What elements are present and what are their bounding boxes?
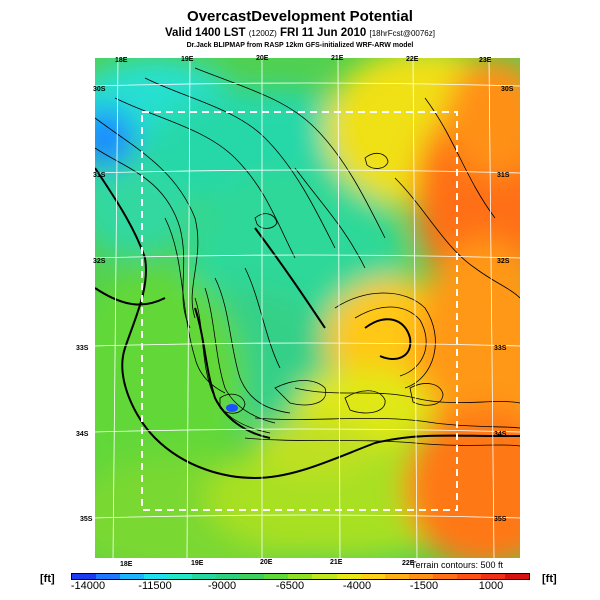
colorbar-swatch: [168, 574, 193, 579]
colorbar-swatch: [192, 574, 217, 579]
left-tick-31s: 31S: [93, 172, 106, 179]
colorbar-label: -11500: [138, 580, 172, 592]
unit-label-right: [ft]: [542, 573, 557, 585]
bottom-tick-20e: 20E: [260, 559, 273, 566]
bottom-tick-21e: 21E: [330, 559, 343, 566]
colorbar-swatch: [384, 574, 409, 579]
left-tick-33s: 33S: [76, 345, 89, 352]
domain-box: [141, 111, 458, 511]
heatmap-svg: [95, 58, 520, 558]
colorbar-label: -1500: [409, 580, 439, 592]
colorbar-label: -14000: [70, 580, 106, 592]
colorbar-swatch: [216, 574, 241, 579]
colorbar-swatch: [360, 574, 385, 579]
subtitle-date: FRI 11 Jun 2010: [279, 27, 367, 39]
map-credit: Dr.Jack BLIPMAP from RASP 12km GFS-initi…: [186, 42, 414, 49]
colorbar-swatch: [120, 574, 145, 579]
right-tick-31s: 31S: [497, 172, 510, 179]
colorbar-swatch: [264, 574, 289, 579]
right-tick-32s: 32S: [497, 258, 510, 265]
colorbar-swatch: [456, 574, 481, 579]
right-tick-30s: 30S: [501, 86, 514, 93]
colorbar-swatch: [504, 574, 529, 579]
top-tick-22e: 22E: [406, 56, 419, 63]
top-tick-18e: 18E: [115, 57, 128, 64]
left-tick-34s: 34S: [76, 431, 89, 438]
subtitle-valid: Valid 1400 LST: [165, 27, 246, 39]
graticule: [95, 58, 520, 558]
colorbar-swatch: [480, 574, 505, 579]
colorbar-swatch: [312, 574, 337, 579]
colorbar-swatch: [336, 574, 361, 579]
colorbar-label: -4000: [342, 580, 372, 592]
map-subtitle: Valid 1400 LST (1200Z) FRI 11 Jun 2010 […: [0, 27, 600, 39]
left-tick-30s: 30S: [93, 86, 106, 93]
right-tick-35s: 35S: [494, 516, 507, 523]
colorbar-label: -9000: [207, 580, 237, 592]
bottom-tick-19e: 19E: [191, 560, 204, 567]
colorbar-swatch: [432, 574, 457, 579]
colorbar-swatch: [288, 574, 313, 579]
colorbar-label: -6500: [275, 580, 305, 592]
map-title: OvercastDevelopment Potential: [187, 8, 413, 25]
colorbar-swatch: [408, 574, 433, 579]
top-tick-23e: 23E: [479, 57, 492, 64]
colorbar-swatch: [96, 574, 121, 579]
top-tick-21e: 21E: [331, 55, 344, 62]
top-tick-20e: 20E: [256, 55, 269, 62]
min-spot: [226, 404, 238, 412]
map-plot-area: [95, 58, 520, 558]
top-tick-19e: 19E: [181, 56, 194, 63]
colorbar-swatch: [72, 574, 97, 579]
unit-label-left: [ft]: [40, 573, 55, 585]
right-tick-34s: 34S: [494, 431, 507, 438]
left-tick-32s: 32S: [93, 258, 106, 265]
right-tick-33s: 33S: [494, 345, 507, 352]
colorbar: [71, 573, 530, 580]
colorbar-swatch: [240, 574, 265, 579]
subtitle-utc: (1200Z): [248, 29, 277, 38]
colorbar-swatch: [144, 574, 169, 579]
bottom-tick-22e: 22E: [402, 560, 415, 567]
bottom-tick-18e: 18E: [120, 561, 133, 568]
colorbar-label: 1000: [478, 580, 504, 592]
subtitle-forecast: [18hrFcst@0076z]: [369, 29, 435, 38]
left-tick-35s: 35S: [80, 516, 93, 523]
terrain-contour-note: Terrain contours: 500 ft: [410, 560, 503, 570]
